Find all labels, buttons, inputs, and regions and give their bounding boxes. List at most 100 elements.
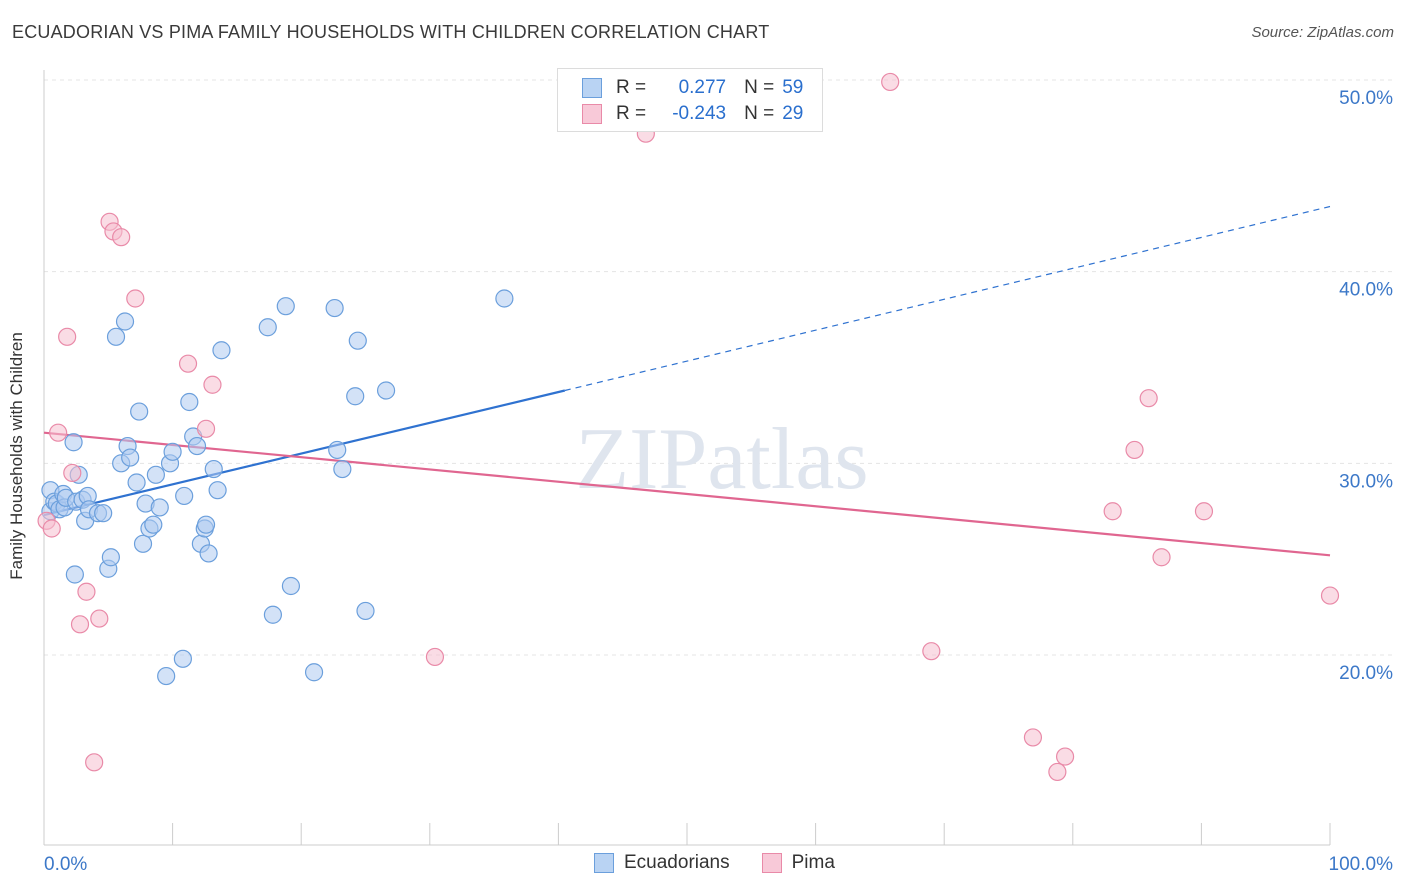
ecuadorian-point <box>281 576 301 596</box>
ecuadorian-point <box>376 381 396 400</box>
ecuadorian-point <box>121 448 140 467</box>
legend-item-pima[interactable]: Pima <box>761 852 835 874</box>
pima-point <box>70 615 90 634</box>
r-label: R = <box>616 77 647 98</box>
ecuadorian-point <box>173 649 192 668</box>
pima-point <box>1125 440 1144 460</box>
y-tick-label: 20.0% <box>1339 663 1393 684</box>
ecuadorian-point <box>64 433 83 452</box>
pima-point <box>1023 728 1043 747</box>
pima-point <box>1320 586 1340 605</box>
trend-lines <box>43 205 1331 557</box>
ecuadorian-point <box>144 515 163 534</box>
blue-swatch <box>582 78 602 98</box>
legend-label: Ecuadorians <box>624 852 730 873</box>
pima-point <box>425 647 445 667</box>
ecuadorian-point <box>133 534 153 553</box>
pima-point <box>85 753 104 772</box>
ecuadorian-point <box>187 436 207 456</box>
pima-point <box>77 582 96 601</box>
ecuadorian-point <box>346 387 365 406</box>
ecuadorian-point <box>348 331 367 350</box>
ecuadorian-point <box>258 318 277 337</box>
x-tick-label: 0.0% <box>44 854 87 875</box>
n-label: N = <box>744 77 775 98</box>
correlation-legend: R = 0.277 N = 59 R = -0.243 N = 29 <box>557 68 823 132</box>
pima-point <box>90 609 109 628</box>
legend-row-pima: R = -0.243 N = 29 <box>582 102 803 126</box>
ecuadorian-point <box>94 504 113 523</box>
pima-point <box>112 228 131 247</box>
pima-point <box>178 354 198 373</box>
y-tick-label: 40.0% <box>1339 280 1393 301</box>
ecuadorian-point <box>127 473 146 492</box>
ecuadorian-trend-line <box>43 389 566 517</box>
n-value: 29 <box>782 103 804 124</box>
ecuadorian-point <box>333 459 352 479</box>
ecuadorian-point <box>204 459 223 479</box>
legend-row-ecuadorians: R = 0.277 N = 59 <box>582 76 803 100</box>
ecuadorian-point <box>106 327 126 346</box>
r-value: -0.243 <box>672 103 727 124</box>
ecuadorian-point <box>325 298 344 318</box>
ecuadorian-point <box>163 442 182 461</box>
pima-point <box>922 642 941 661</box>
n-label: N = <box>744 103 775 124</box>
ecuadorian-point <box>65 565 84 584</box>
ecuadorian-point <box>196 515 216 534</box>
pima-point <box>1103 502 1122 521</box>
pima-point <box>203 375 222 394</box>
pima-point <box>1048 762 1067 782</box>
pink-swatch <box>582 104 602 124</box>
pima-point <box>1055 747 1075 766</box>
ecuadorian-point <box>175 486 194 506</box>
y-tick-label: 30.0% <box>1339 471 1393 492</box>
ecuadorian-point <box>263 605 283 624</box>
ecuadorian-point <box>101 548 120 567</box>
x-tick-label: 100.0% <box>1329 854 1394 875</box>
ecuadorian-point <box>157 666 176 686</box>
axes <box>43 70 1331 846</box>
r-value: 0.277 <box>678 77 727 98</box>
blue-swatch <box>594 853 614 873</box>
pink-swatch <box>761 853 782 873</box>
pima-point <box>42 519 61 538</box>
ecuadorian-point <box>150 498 169 517</box>
ecuadorian-trend-extension <box>564 205 1331 392</box>
pima-point <box>196 419 216 438</box>
ecuadorian-point <box>328 440 347 460</box>
ecuadorian-point <box>212 341 231 360</box>
ecuadorian-point <box>180 392 199 412</box>
y-axis-label: Family Households with Children <box>7 332 26 580</box>
pima-point <box>1194 502 1214 521</box>
pima-point <box>126 289 145 308</box>
chart-title: ECUADORIAN VS PIMA FAMILY HOUSEHOLDS WIT… <box>12 22 770 42</box>
pima-point <box>1152 548 1171 567</box>
pima-trend-line <box>43 431 1331 557</box>
tick-labels: 20.0% 30.0% 40.0% 50.0% 0.0% 100.0% <box>44 88 1393 875</box>
ecuadorian-point <box>356 601 375 621</box>
r-label: R = <box>616 103 647 124</box>
source-label: Source: ZipAtlas.com <box>1251 24 1394 41</box>
grid-lines <box>44 79 1395 656</box>
data-points <box>37 72 1340 782</box>
y-tick-label: 50.0% <box>1339 88 1393 109</box>
legend-item-ecuadorians[interactable]: Ecuadorians <box>594 852 730 874</box>
pima-point <box>58 327 77 346</box>
ecuadorian-point <box>130 402 149 421</box>
ecuadorian-point <box>276 297 295 316</box>
ecuadorian-point <box>115 312 135 331</box>
watermark: ZIPatlas <box>575 411 868 508</box>
series-legend: Ecuadorians Pima <box>594 852 867 874</box>
pima-point <box>1139 389 1158 408</box>
legend-label: Pima <box>791 852 835 873</box>
pima-point <box>881 72 900 92</box>
ecuadorian-point <box>208 481 227 500</box>
pima-point <box>63 463 82 483</box>
ecuadorian-point <box>304 663 324 682</box>
ecuadorian-point <box>146 465 165 484</box>
n-value: 59 <box>782 77 804 98</box>
ecuadorian-point <box>495 289 514 308</box>
pima-point <box>49 423 68 442</box>
